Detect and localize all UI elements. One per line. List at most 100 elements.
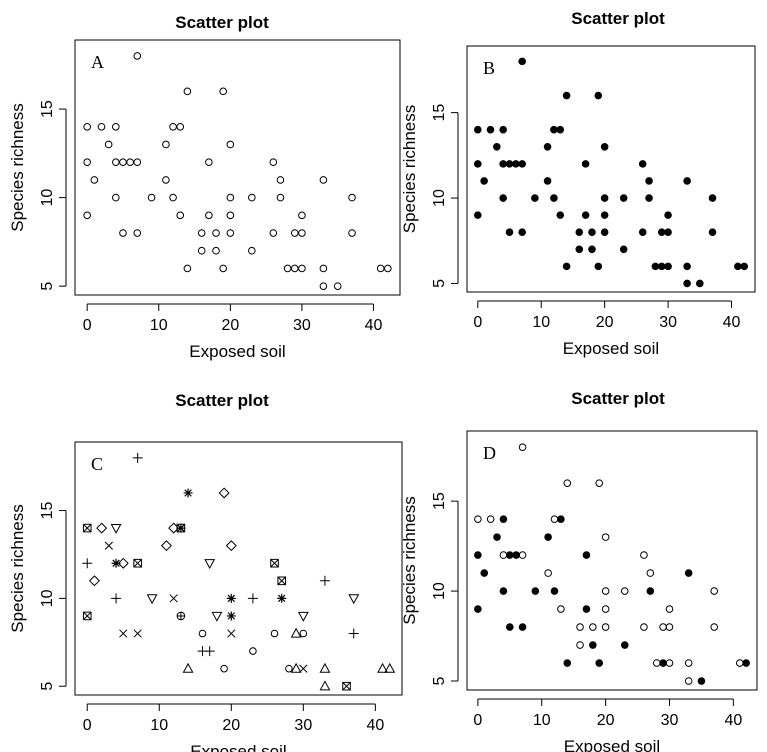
data-point — [384, 662, 396, 673]
data-point — [248, 193, 256, 202]
data-point — [132, 452, 143, 463]
data-point — [97, 122, 106, 131]
data-point — [298, 264, 306, 273]
data-point — [518, 551, 527, 559]
data-point — [710, 587, 719, 595]
data-point — [348, 229, 356, 237]
data-point — [226, 140, 235, 149]
data-point — [133, 629, 142, 638]
data-point — [531, 194, 539, 202]
data-point — [557, 605, 565, 613]
data-point — [518, 443, 527, 451]
data-point — [620, 641, 629, 649]
data-point — [594, 91, 603, 100]
data-point — [212, 229, 220, 237]
data-point — [646, 569, 655, 577]
data-point — [277, 576, 287, 586]
data-point — [319, 282, 328, 290]
data-point — [563, 479, 572, 487]
data-point — [197, 246, 206, 255]
data-point — [582, 551, 591, 559]
data-point — [708, 228, 717, 237]
data-point — [162, 140, 170, 149]
x-tick-label: 20 — [221, 317, 239, 334]
data-point — [640, 551, 648, 559]
data-point — [652, 659, 661, 667]
x-tick-label: 0 — [473, 314, 482, 331]
data-point — [600, 211, 609, 219]
data-point — [219, 87, 227, 96]
x-tick-label: 10 — [532, 314, 550, 331]
data-point — [512, 551, 520, 559]
data-point — [205, 158, 213, 166]
data-point — [645, 177, 653, 185]
data-point — [111, 558, 121, 568]
chart-title: Scatter plot — [571, 9, 665, 28]
data-point — [269, 158, 278, 166]
data-point — [480, 177, 488, 185]
y-tick-label: 15 — [431, 492, 448, 510]
data-point — [575, 228, 584, 237]
y-tick-label: 15 — [39, 100, 56, 118]
data-point — [198, 629, 207, 638]
data-point — [708, 194, 717, 202]
x-axis-label: Exposed soil — [564, 737, 660, 752]
data-point — [226, 211, 235, 220]
data-point — [133, 558, 142, 568]
data-point — [646, 587, 655, 595]
data-point — [88, 575, 100, 587]
data-point — [544, 533, 552, 541]
data-point — [601, 605, 610, 613]
panel-letter: D — [483, 443, 496, 463]
data-point — [147, 193, 156, 202]
data-point — [619, 194, 628, 202]
data-point — [111, 593, 122, 604]
data-point — [480, 569, 489, 577]
data-point — [595, 479, 604, 487]
data-point — [697, 677, 706, 685]
x-axis-label: Exposed soil — [189, 342, 285, 361]
data-point — [197, 229, 206, 237]
data-point — [710, 623, 719, 631]
data-point — [638, 160, 647, 168]
data-point — [499, 515, 508, 523]
x-tick-label: 10 — [150, 717, 168, 734]
data-point — [556, 211, 565, 219]
data-point — [176, 122, 185, 131]
data-point — [518, 57, 526, 66]
data-point — [146, 594, 158, 605]
data-point — [657, 262, 666, 271]
data-point — [664, 228, 672, 237]
data-point — [664, 262, 672, 271]
x-tick-label: 40 — [724, 712, 742, 729]
data-point — [499, 587, 508, 595]
data-point — [473, 125, 482, 134]
data-point — [183, 264, 192, 273]
data-point — [319, 680, 331, 691]
data-point — [248, 246, 256, 255]
data-point — [219, 264, 227, 273]
data-point — [290, 627, 302, 638]
data-point — [659, 659, 667, 667]
data-point — [183, 87, 192, 96]
data-point — [556, 125, 565, 134]
data-point — [342, 681, 351, 691]
data-point — [226, 193, 235, 202]
data-point — [160, 540, 172, 552]
data-point — [651, 262, 660, 271]
x-axis-label: Exposed soil — [190, 742, 286, 752]
data-point — [600, 142, 609, 151]
data-point — [638, 228, 647, 237]
plot-frame — [466, 45, 756, 293]
data-point — [600, 194, 609, 202]
data-point — [276, 176, 285, 184]
data-point — [684, 677, 693, 685]
data-point — [543, 177, 552, 185]
data-point — [83, 158, 91, 166]
data-point — [283, 264, 292, 273]
data-point — [544, 569, 552, 577]
x-tick-label: 40 — [723, 314, 741, 331]
data-point — [657, 228, 666, 237]
data-point — [499, 194, 507, 202]
panel-letter: C — [91, 454, 103, 474]
